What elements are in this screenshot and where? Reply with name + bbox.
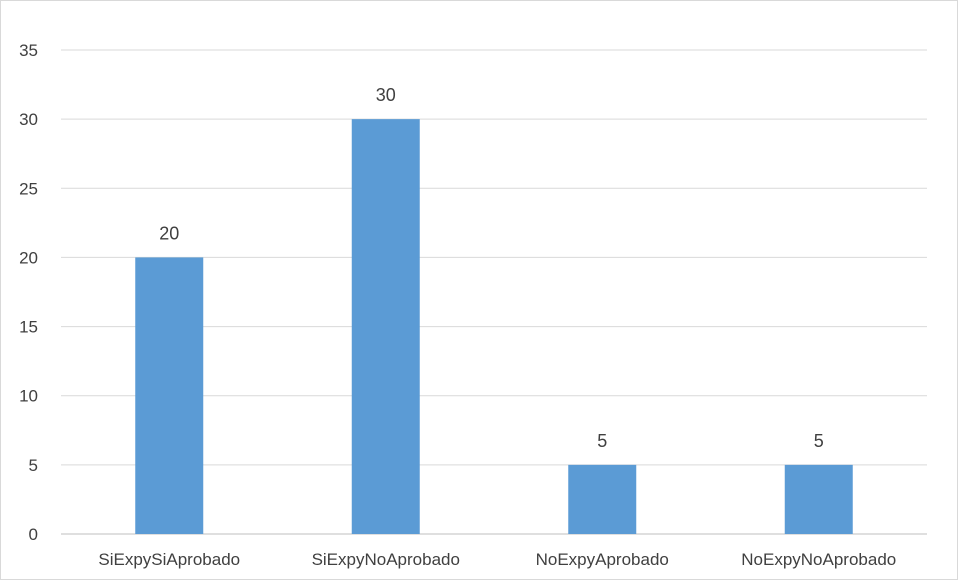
y-tick-label: 15 xyxy=(19,318,38,337)
bar xyxy=(568,464,637,534)
y-tick-label: 25 xyxy=(19,179,38,198)
y-tick-label: 5 xyxy=(29,456,38,475)
y-tick-label: 35 xyxy=(19,41,38,60)
data-label: 5 xyxy=(597,431,607,451)
data-label: 20 xyxy=(159,223,179,243)
x-category-label: NoExpyNoAprobado xyxy=(741,550,896,569)
data-label: 5 xyxy=(814,431,824,451)
y-tick-label: 20 xyxy=(19,248,38,267)
y-tick-label: 30 xyxy=(19,110,38,129)
y-axis-ticks: 0 5 10 15 20 25 30 35 xyxy=(19,41,38,544)
bar xyxy=(351,119,420,535)
data-labels: 20 30 5 5 xyxy=(159,85,824,451)
bar xyxy=(135,257,204,534)
x-category-label: NoExpyAprobado xyxy=(536,550,669,569)
y-tick-label: 0 xyxy=(29,525,38,544)
x-category-label: SiExpySiAprobado xyxy=(98,550,240,569)
data-label: 30 xyxy=(376,85,396,105)
gridlines xyxy=(61,49,927,535)
y-tick-label: 10 xyxy=(19,387,38,406)
x-category-label: SiExpyNoAprobado xyxy=(312,550,460,569)
bar xyxy=(784,464,853,534)
bars xyxy=(135,119,853,535)
x-axis-categories: SiExpySiAprobado SiExpyNoAprobado NoExpyAp… xyxy=(98,550,896,569)
